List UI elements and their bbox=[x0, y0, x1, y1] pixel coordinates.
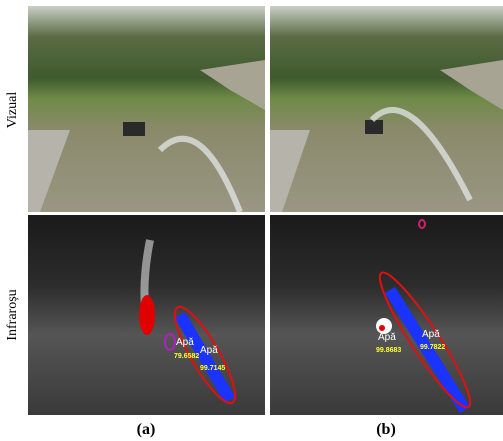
panel-label: (a) bbox=[137, 421, 156, 438]
detection-label: Apă bbox=[176, 337, 194, 348]
panel-label: (b) bbox=[376, 421, 396, 438]
figure: Apă 79.6582 Apă 99.7145 Apă 99.8683 Apă … bbox=[0, 0, 503, 441]
visual-panel-a bbox=[28, 6, 265, 212]
detection-label: Apă bbox=[378, 332, 396, 343]
row-label: Vizual bbox=[5, 92, 20, 129]
detection-score: 99.7822 bbox=[420, 344, 445, 351]
ir-panel-b bbox=[270, 215, 503, 415]
ir-panel-a bbox=[28, 215, 265, 415]
detection-label: Apă bbox=[422, 329, 440, 340]
detection-label: Apă bbox=[200, 345, 218, 356]
detection-score: 99.7145 bbox=[200, 365, 225, 372]
row-label: Infraroșu bbox=[5, 289, 20, 340]
visual-panel-b bbox=[270, 6, 503, 212]
detection-score: 79.6582 bbox=[174, 353, 199, 360]
detection-score: 99.8683 bbox=[376, 347, 401, 354]
